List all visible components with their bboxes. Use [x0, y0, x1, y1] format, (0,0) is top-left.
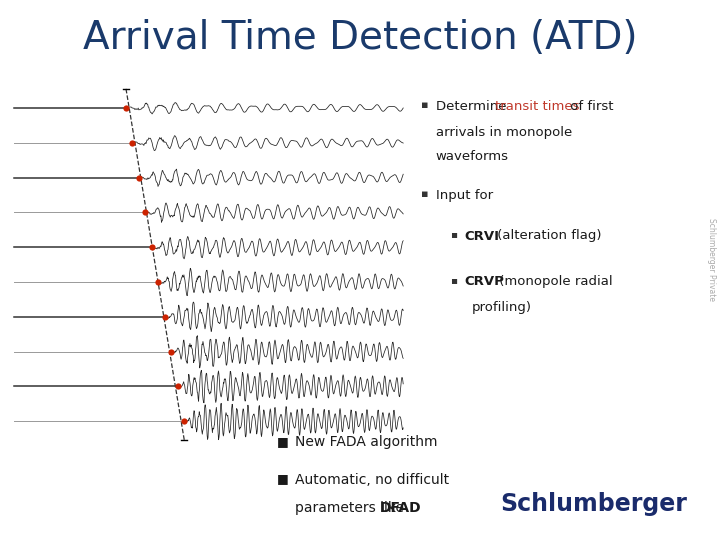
Text: ■: ■ — [277, 435, 289, 448]
Text: waveforms: waveforms — [436, 150, 508, 163]
Text: ■: ■ — [277, 472, 289, 485]
Text: CRVP: CRVP — [464, 275, 504, 288]
Text: ▪: ▪ — [421, 189, 428, 199]
Text: DFAD: DFAD — [380, 501, 422, 515]
Text: Arrival Time Detection (ATD): Arrival Time Detection (ATD) — [83, 19, 637, 57]
Text: CRVI: CRVI — [464, 230, 500, 242]
Text: Automatic, no difficult: Automatic, no difficult — [295, 472, 449, 487]
Text: ▪: ▪ — [450, 230, 457, 240]
Text: of first: of first — [566, 100, 613, 113]
Text: Input for: Input for — [436, 189, 492, 202]
Text: New FADA algorithm: New FADA algorithm — [295, 435, 438, 449]
Text: (alteration flag): (alteration flag) — [493, 230, 602, 242]
Text: transit times: transit times — [495, 100, 580, 113]
Text: parameters like: parameters like — [295, 501, 408, 515]
Text: profiling): profiling) — [472, 301, 531, 314]
Text: arrivals in monopole: arrivals in monopole — [436, 126, 572, 139]
Text: Determine: Determine — [436, 100, 510, 113]
Text: ▪: ▪ — [450, 275, 457, 286]
Text: Schlumberger Private: Schlumberger Private — [707, 218, 716, 301]
Text: (monopole radial: (monopole radial — [495, 275, 613, 288]
Text: ▪: ▪ — [421, 100, 428, 110]
Text: Schlumberger: Schlumberger — [500, 492, 688, 516]
